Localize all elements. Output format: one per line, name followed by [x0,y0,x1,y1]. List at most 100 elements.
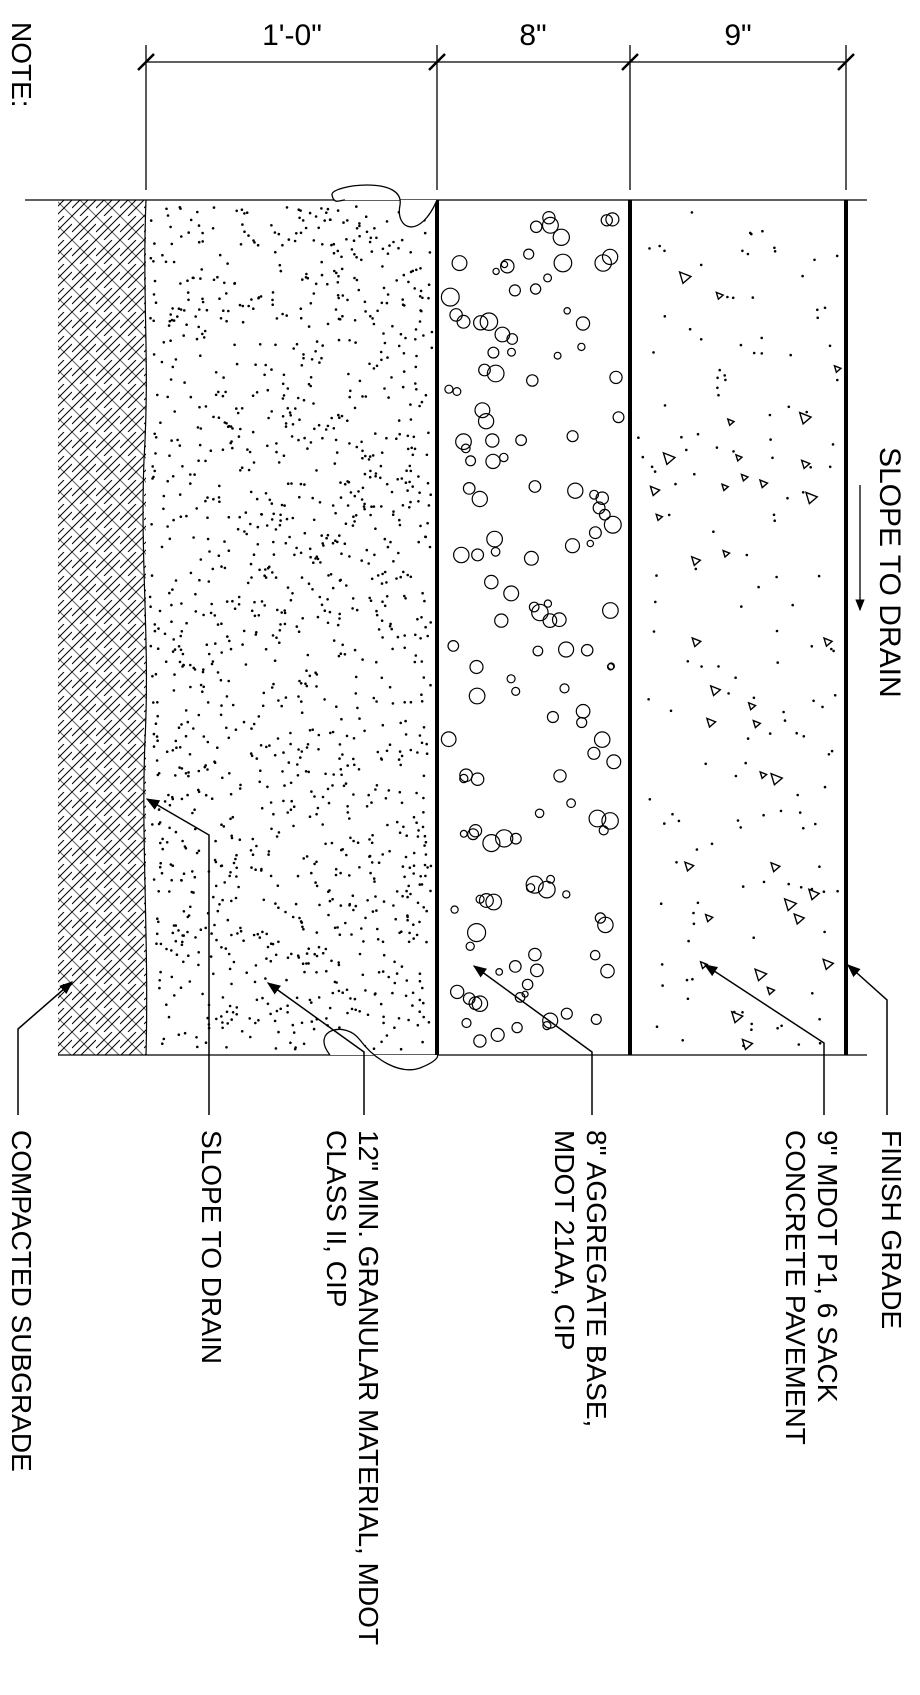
granular-texture-dot [271,634,275,637]
granular-texture-dot [331,586,335,590]
callout-granular-material: 12" MIN. GRANULAR MATERIAL, MDOT CLASS I… [321,1130,384,1645]
granular-texture-dot [402,352,406,355]
granular-texture-dot [218,903,221,906]
concrete-texture-dot [805,410,808,414]
granular-texture-dot [177,929,180,932]
granular-texture-dot [250,866,253,869]
note-label: NOTE: [6,22,37,108]
granular-texture-dot [242,629,246,633]
granular-texture-dot [152,319,155,323]
concrete-texture-dot [650,465,654,469]
granular-texture-dot [309,384,313,388]
granular-texture-dot [406,447,410,451]
granular-texture-dot [278,629,282,632]
concrete-texture-dot [814,822,817,826]
granular-texture-dot [328,899,332,903]
granular-texture-dot [370,250,374,253]
granular-texture-dot [328,1006,332,1010]
granular-texture-dot [381,970,385,973]
granular-texture-dot [403,875,406,879]
granular-texture-dot [383,537,387,541]
granular-texture-dot [195,1036,198,1039]
granular-texture-dot [401,865,405,868]
concrete-texture-dot [746,252,750,256]
granular-texture-dot [282,454,286,458]
granular-texture-dot [307,962,310,965]
granular-texture-dot [235,1013,238,1016]
granular-texture-dot [236,527,240,531]
granular-texture-dot [227,736,231,740]
granular-texture-dot [406,434,410,438]
granular-texture-dot [352,908,355,912]
granular-texture-dot [317,733,321,737]
granular-texture-dot [396,478,400,481]
granular-texture-dot [195,337,199,341]
granular-texture-dot [177,1033,181,1036]
aggregate-texture-circle [475,894,485,904]
granular-texture-dot [221,776,224,780]
granular-texture-dot [247,468,251,472]
granular-texture-dot [351,894,355,897]
granular-texture-dot [205,643,209,646]
concrete-texture-dot [693,472,696,476]
granular-texture-dot [331,991,335,995]
granular-texture-dot [178,206,182,209]
granular-texture-dot [309,441,313,444]
granular-texture-dot [330,243,333,247]
granular-texture-dot [192,536,195,539]
granular-texture-dot [279,519,282,522]
granular-texture-dot [400,477,404,480]
granular-texture-dot [391,991,394,995]
aggregate-texture-circle [487,346,500,359]
callout-concrete-pavement: 9" MDOT P1, 6 SACK CONCRETE PAVEMENT [780,1130,843,1445]
granular-texture-dot [165,947,168,951]
granular-texture-dot [301,219,305,222]
granular-texture-dot [400,754,404,758]
aggregate-texture-circle [559,683,570,694]
granular-texture-dot [174,739,178,743]
granular-texture-dot [238,838,242,841]
granular-texture-dot [315,971,318,974]
granular-texture-dot [397,1017,401,1020]
granular-texture-dot [197,224,201,227]
granular-texture-dot [180,797,184,801]
granular-texture-dot [206,537,210,541]
concrete-texture-dot [810,645,814,648]
concrete-texture-dot [727,692,730,695]
granular-texture-dot [225,695,229,698]
concrete-texture-dot [726,295,729,299]
granular-texture-dot [417,475,420,478]
granular-texture-dot [331,541,335,545]
concrete-texture-dot [760,336,763,340]
granular-texture-dot [294,407,297,410]
granular-texture-dot [255,391,259,394]
aggregate-texture-circle [477,413,495,430]
granular-texture-dot [282,799,285,803]
granular-texture-dot [411,269,415,273]
compacted-subgrade-layer [58,200,146,1055]
granular-texture-dot [311,496,315,500]
granular-texture-dot [422,726,426,729]
granular-texture-dot [318,501,322,504]
granular-texture-dot [303,531,307,535]
granular-texture-dot [352,515,355,518]
concrete-texture-dot [752,351,756,355]
granular-texture-dot [289,742,292,746]
granular-texture-dot [197,459,200,463]
granular-texture-dot [315,685,318,688]
granular-texture-dot [247,234,250,237]
aggregate-texture-circle [471,548,485,562]
granular-texture-dot [206,516,209,519]
granular-texture-dot [222,309,225,313]
granular-texture-dot [171,475,175,478]
granular-texture-dot [334,867,338,871]
granular-texture-dot [261,930,264,934]
granular-texture-dot [294,902,298,906]
granular-texture-dot [229,647,233,651]
granular-texture-dot [230,836,234,840]
granular-texture-dot [337,989,341,993]
granular-texture-dot [152,475,155,479]
granular-texture-dot [308,211,312,215]
granular-texture-dot [217,390,220,394]
granular-texture-dot [286,407,290,410]
